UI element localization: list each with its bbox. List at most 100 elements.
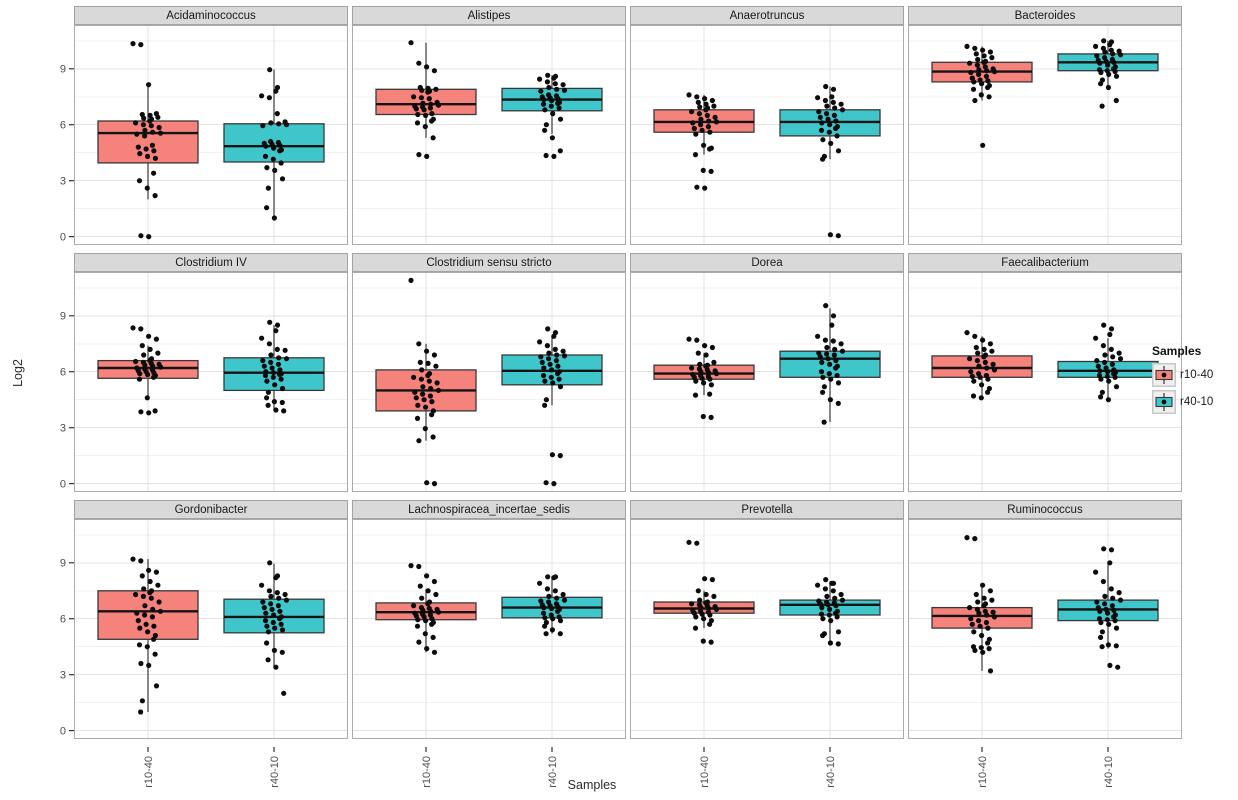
data-point: [989, 55, 995, 61]
data-point: [985, 389, 991, 395]
data-point: [538, 354, 544, 360]
data-point: [148, 123, 154, 129]
data-point: [271, 370, 277, 376]
data-point: [1110, 595, 1116, 601]
data-point: [266, 341, 272, 347]
data-point: [981, 595, 987, 601]
x-tick-label: r40-10: [547, 756, 559, 788]
data-point: [146, 662, 152, 668]
data-point: [424, 348, 430, 354]
data-point: [557, 631, 563, 637]
data-point: [706, 605, 712, 612]
data-point: [282, 591, 288, 598]
data-point: [425, 372, 431, 379]
data-point: [145, 153, 151, 159]
data-point: [1108, 547, 1115, 553]
data-point: [408, 40, 414, 46]
data-point: [1099, 629, 1105, 635]
data-point: [422, 124, 428, 130]
boxplot-panel: [630, 25, 904, 245]
data-point: [433, 86, 439, 92]
data-point: [831, 352, 837, 358]
data-point: [833, 603, 839, 609]
data-point: [702, 185, 708, 191]
data-point: [267, 319, 273, 325]
data-point: [819, 605, 825, 611]
data-point: [825, 356, 831, 362]
data-point: [146, 234, 152, 240]
data-point: [544, 79, 550, 85]
data-point: [552, 346, 558, 352]
legend-items: r10-40 r40-10: [1152, 363, 1236, 414]
data-point: [147, 118, 153, 124]
data-point: [274, 111, 280, 117]
facet: Dorea: [630, 253, 904, 492]
data-point: [990, 609, 996, 615]
data-point: [1117, 52, 1124, 58]
data-point: [1108, 346, 1114, 352]
data-point: [698, 116, 704, 122]
data-point: [971, 79, 977, 85]
data-point: [557, 116, 564, 122]
data-point: [138, 409, 144, 415]
data-point: [144, 185, 150, 191]
data-point: [271, 647, 277, 653]
data-point: [139, 698, 145, 704]
data-point: [275, 603, 281, 609]
data-point: [268, 120, 274, 126]
data-point: [824, 593, 830, 599]
data-point: [819, 359, 825, 365]
data-point: [827, 397, 833, 403]
data-point: [260, 123, 266, 129]
data-point: [421, 107, 427, 113]
data-point: [987, 588, 993, 594]
boxplot-panel: [352, 519, 626, 739]
data-point: [1108, 326, 1115, 332]
data-point: [278, 376, 284, 382]
data-point: [557, 453, 563, 459]
data-point: [707, 391, 713, 397]
data-point: [153, 683, 160, 689]
data-point: [1113, 643, 1119, 649]
data-point: [820, 632, 826, 639]
data-point: [979, 81, 985, 87]
data-point: [833, 358, 839, 364]
data-point: [982, 359, 988, 365]
data-point: [973, 344, 979, 351]
data-point: [546, 350, 552, 356]
data-point: [262, 618, 269, 624]
data-point: [691, 125, 697, 132]
data-point: [980, 649, 986, 655]
data-point: [157, 130, 164, 136]
data-point: [424, 646, 430, 652]
data-point: [549, 627, 555, 633]
x-axis-title: Samples: [567, 778, 617, 792]
svg-text:6: 6: [60, 614, 66, 626]
data-point: [1102, 49, 1108, 55]
data-point: [140, 593, 146, 599]
facet: Acidaminococcus: [74, 6, 348, 245]
data-point: [991, 69, 998, 75]
data-point: [417, 359, 423, 365]
data-point: [130, 556, 136, 562]
data-point: [839, 107, 846, 113]
data-point: [700, 413, 706, 420]
data-point: [152, 155, 158, 161]
data-point: [822, 97, 828, 104]
data-point: [135, 144, 141, 150]
facet: Ruminococcus: [908, 500, 1182, 739]
data-point: [274, 346, 280, 352]
data-point: [416, 60, 422, 66]
data-point: [1098, 619, 1104, 626]
data-point: [556, 105, 562, 111]
data-point: [1105, 369, 1111, 375]
data-point: [551, 153, 557, 159]
data-point: [838, 341, 844, 347]
data-point: [145, 371, 151, 378]
data-point: [425, 601, 431, 607]
data-point: [1102, 593, 1108, 599]
data-point: [549, 367, 555, 373]
data-point: [270, 156, 276, 162]
data-point: [415, 617, 421, 623]
data-point: [555, 100, 561, 106]
